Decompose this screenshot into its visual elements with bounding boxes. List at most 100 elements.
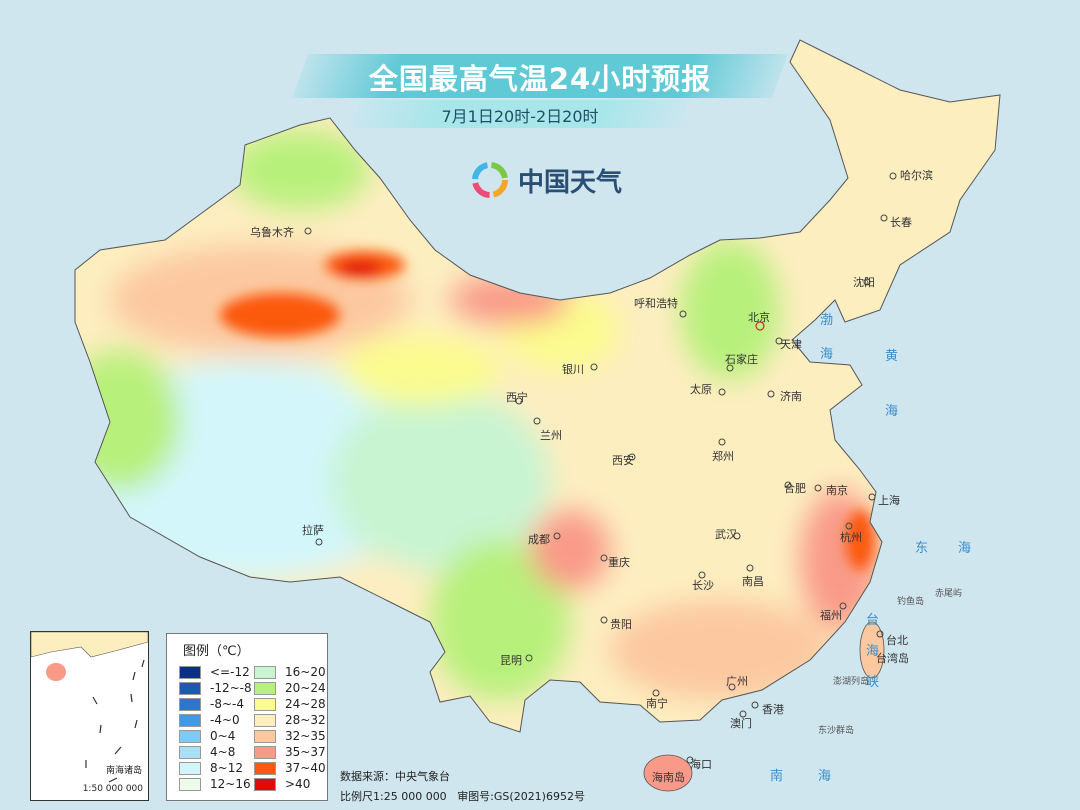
city-label: 昆明 xyxy=(500,654,522,667)
city-label: 乌鲁木齐 xyxy=(250,225,294,239)
city-marker: 广州 xyxy=(726,675,748,691)
city-marker: 成都 xyxy=(528,532,561,546)
legend-label: 28~32 xyxy=(285,713,326,727)
city-marker: 武汉 xyxy=(715,528,741,541)
legend-swatch xyxy=(179,697,201,711)
legend-label: 32~35 xyxy=(285,729,326,743)
legend-swatch xyxy=(179,713,201,727)
city-marker: 昆明 xyxy=(500,654,533,667)
legend-swatch xyxy=(179,777,201,791)
legend-swatch xyxy=(179,665,201,679)
legend-swatch xyxy=(179,681,201,695)
city-dot xyxy=(784,481,792,489)
city-dot xyxy=(863,278,871,286)
city-dot xyxy=(733,532,741,540)
city-dot xyxy=(889,172,897,180)
sea-label: 渤 xyxy=(820,312,833,328)
city-marker: 沈阳 xyxy=(853,275,875,289)
scale-info: 比例尺1:25 000 000 审图号:GS(2021)6952号 xyxy=(340,788,585,804)
legend-item: 37~40 xyxy=(254,760,326,776)
city-dot xyxy=(718,388,726,396)
city-dot xyxy=(590,363,598,371)
city-dot xyxy=(533,417,541,425)
city-label: 郑州 xyxy=(712,449,734,463)
city-label: 济南 xyxy=(780,389,802,403)
legend-label: -4~0 xyxy=(210,713,240,727)
inset-scale: 1:50 000 000 xyxy=(82,784,143,794)
legend-item: 16~20 xyxy=(254,664,326,680)
city-label: 呼和浩特 xyxy=(634,296,678,310)
sea-label: 台 xyxy=(866,613,879,628)
logo-text: 中国天气 xyxy=(518,167,623,198)
city-marker: 南昌 xyxy=(742,564,764,588)
legend-item: <=-12 xyxy=(179,664,252,680)
city-marker: 济南 xyxy=(767,389,802,403)
city-marker: 兰州 xyxy=(533,417,562,442)
legend-label: -8~-4 xyxy=(210,697,244,711)
city-marker: 重庆 xyxy=(600,554,630,569)
city-dot xyxy=(515,397,523,405)
city-dot xyxy=(315,538,323,546)
map-scale: 比例尺1:25 000 000 xyxy=(340,790,447,803)
city-dot xyxy=(304,227,312,235)
sea-label: 黄 xyxy=(885,349,898,364)
city-marker: 呼和浩特 xyxy=(634,296,687,318)
legend-label: 20~24 xyxy=(285,681,326,695)
city-label: 西宁 xyxy=(506,390,528,404)
inset-name: 南海诸岛 xyxy=(105,766,142,776)
city-dot xyxy=(525,654,533,662)
legend-swatch xyxy=(254,681,276,695)
city-label: 长沙 xyxy=(692,579,714,592)
sea-label: 东 xyxy=(915,541,928,556)
legend-swatch xyxy=(179,761,201,775)
sea-label: 峡 xyxy=(866,675,879,690)
city-marker: 西宁 xyxy=(506,390,528,405)
legend-item: -12~-8 xyxy=(179,680,252,696)
city-marker: 天津 xyxy=(775,337,802,351)
city-label: 广州 xyxy=(726,675,748,688)
city-dot xyxy=(718,438,726,446)
city-label: 台北 xyxy=(886,633,908,647)
island-label: 台湾岛 xyxy=(876,651,909,665)
city-marker: 郑州 xyxy=(712,438,734,463)
city-marker: 香港 xyxy=(751,701,784,716)
city-marker: 澳门 xyxy=(730,710,752,730)
city-label: 拉萨 xyxy=(302,523,324,537)
legend-label: <=-12 xyxy=(210,665,250,679)
city-marker: 贵阳 xyxy=(600,616,632,631)
legend-label: 16~20 xyxy=(285,665,326,679)
sea-label: 海 xyxy=(885,404,898,419)
legend-item: 28~32 xyxy=(254,712,326,728)
city-label: 南宁 xyxy=(646,696,668,710)
legend-label: -12~-8 xyxy=(210,681,252,695)
legend-swatch xyxy=(179,729,201,743)
legend-swatch xyxy=(254,777,276,791)
hainan-island xyxy=(643,754,693,792)
city-dot xyxy=(767,390,775,398)
swirl-logo-icon xyxy=(472,162,508,198)
sea-label: 海 xyxy=(818,769,831,784)
city-marker: 北京 xyxy=(748,310,770,331)
legend-item: 35~37 xyxy=(254,744,326,760)
city-marker: 海口 xyxy=(686,756,712,771)
legend-swatch xyxy=(254,713,276,727)
city-marker: 石家庄 xyxy=(725,352,758,372)
city-label: 上海 xyxy=(878,493,900,507)
south-china-sea-inset: 南海诸岛 1:50 000 000 xyxy=(30,631,149,801)
legend-item: -4~0 xyxy=(179,712,252,728)
legend-item: -8~-4 xyxy=(179,696,252,712)
city-dot xyxy=(751,701,759,709)
island-label: 澎湖列岛 xyxy=(833,675,869,687)
legend-swatch xyxy=(179,745,201,759)
city-marker: 哈尔滨 xyxy=(889,168,933,182)
island-label: 赤尾屿 xyxy=(935,588,962,599)
legend-label: 35~37 xyxy=(285,745,326,759)
city-dot xyxy=(600,554,608,562)
legend-label: 4~8 xyxy=(210,745,236,759)
city-dot xyxy=(553,532,561,540)
city-marker: 长春 xyxy=(880,214,912,229)
city-label: 海口 xyxy=(690,757,712,771)
city-label: 重庆 xyxy=(608,555,630,569)
city-marker: 合肥 xyxy=(784,481,806,495)
